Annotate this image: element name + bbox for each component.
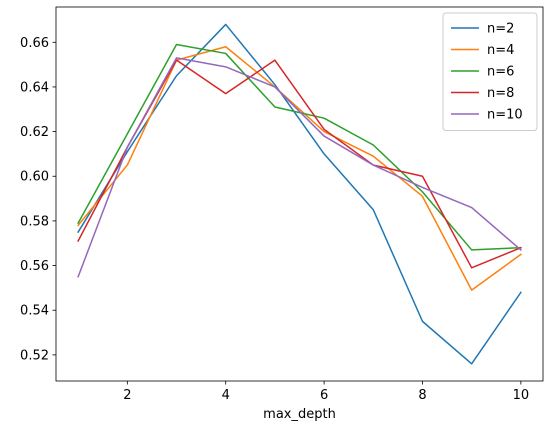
legend-label-4: n=10	[487, 108, 523, 123]
legend-label-3: n=8	[487, 86, 514, 101]
y-tick-label-5: 0.62	[20, 125, 49, 140]
plot-frame	[55, 6, 544, 382]
y-axis: 0.52 0.54 0.56 0.58 0.60 0.62 0.64 0.66	[20, 36, 56, 363]
y-tick-label-3: 0.58	[20, 214, 49, 229]
y-tick-label-0: 0.52	[20, 348, 49, 363]
y-tick-label-2: 0.56	[20, 259, 49, 274]
y-tick-label-4: 0.60	[20, 170, 49, 185]
series-layer	[77, 23, 522, 365]
x-tick-label-4: 10	[513, 388, 530, 403]
legend-box	[442, 12, 538, 131]
legend-label-1: n=4	[487, 43, 514, 58]
legend-label-0: n=2	[487, 22, 514, 37]
x-tick-label-1: 4	[222, 388, 230, 403]
y-tick-label-7: 0.66	[20, 36, 49, 51]
x-axis-label: max_depth	[263, 407, 336, 422]
y-tick-label-6: 0.64	[20, 80, 49, 95]
legend: n=2 n=4 n=6 n=8 n=10	[442, 12, 538, 131]
y-tick-label-1: 0.54	[20, 304, 49, 319]
x-tick-label-0: 2	[123, 388, 131, 403]
legend-label-2: n=6	[487, 65, 514, 80]
x-axis: 2 4 6 8 10	[123, 381, 529, 403]
series-line-1	[77, 45, 522, 291]
x-tick-label-3: 8	[418, 388, 426, 403]
series-line-4	[77, 57, 522, 278]
x-tick-label-2: 6	[320, 388, 328, 403]
